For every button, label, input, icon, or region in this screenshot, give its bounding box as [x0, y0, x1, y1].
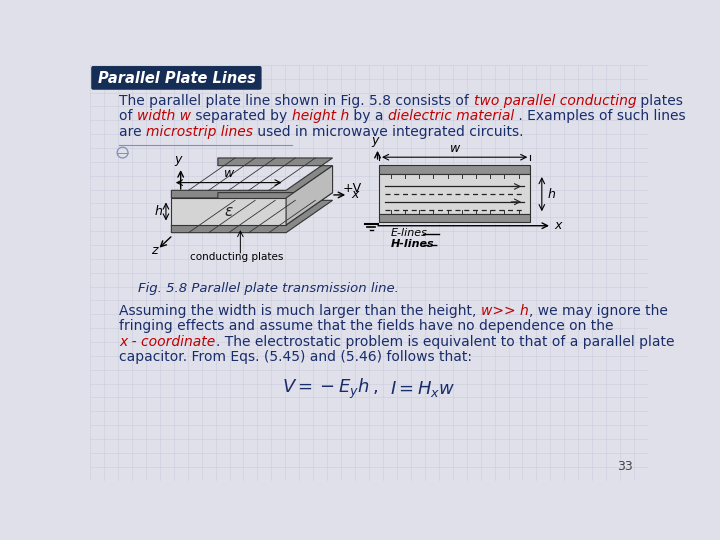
FancyBboxPatch shape [92, 67, 261, 89]
Text: two parallel conducting: two parallel conducting [474, 94, 636, 108]
Polygon shape [171, 193, 333, 233]
Bar [379, 165, 530, 174]
Text: are: are [120, 125, 146, 139]
Text: 33: 33 [617, 460, 632, 473]
Text: capacitor. From Eqs. (5.45) and (5.46) follows that:: capacitor. From Eqs. (5.45) and (5.46) f… [120, 350, 472, 365]
Text: The parallel plate line shown in Fig. 5.8 consists of: The parallel plate line shown in Fig. 5.… [120, 94, 474, 108]
Text: width w: width w [138, 109, 192, 123]
Text: plates: plates [636, 94, 683, 108]
Text: conducting plates: conducting plates [190, 252, 283, 261]
Bar [379, 174, 530, 214]
Text: H-lines: H-lines [391, 239, 434, 248]
Text: $\epsilon$: $\epsilon$ [224, 204, 233, 219]
Text: dielectric material: dielectric material [388, 109, 514, 123]
Text: Fig. 5.8 Parallel plate transmission line.: Fig. 5.8 Parallel plate transmission lin… [138, 281, 399, 295]
Text: y: y [372, 134, 379, 147]
Text: y: y [175, 153, 182, 166]
Text: $V = -E_y h\,,$: $V = -E_y h\,,$ [282, 377, 378, 401]
Text: $I = H_x w$: $I = H_x w$ [390, 379, 456, 399]
Polygon shape [171, 158, 333, 198]
Text: height h: height h [292, 109, 349, 123]
Text: , we may ignore the: , we may ignore the [529, 304, 668, 318]
Text: Parallel Plate Lines: Parallel Plate Lines [98, 71, 256, 86]
Bar [379, 214, 530, 222]
Text: . Examples of such lines: . Examples of such lines [514, 109, 686, 123]
Polygon shape [171, 198, 286, 225]
Text: x - coordinate: x - coordinate [120, 335, 216, 349]
Text: Assuming the width is much larger than the height,: Assuming the width is much larger than t… [120, 304, 481, 318]
Text: x: x [554, 219, 562, 232]
Polygon shape [286, 166, 333, 225]
Text: x: x [351, 188, 359, 201]
Text: used in microwave integrated circuits.: used in microwave integrated circuits. [253, 125, 524, 139]
Text: h: h [547, 188, 555, 201]
Text: . The electrostatic problem is equivalent to that of a parallel plate: . The electrostatic problem is equivalen… [216, 335, 674, 349]
Text: w>> h: w>> h [481, 304, 529, 318]
Text: separated by: separated by [192, 109, 292, 123]
Text: h: h [155, 205, 163, 218]
Text: +V: +V [343, 181, 362, 194]
Text: by a: by a [349, 109, 388, 123]
Text: E-lines: E-lines [391, 228, 428, 238]
Bar [379, 174, 530, 214]
Text: z: z [151, 244, 158, 257]
Text: fringing effects and assume that the fields have no dependence on the: fringing effects and assume that the fie… [120, 320, 614, 334]
Text: of: of [120, 109, 138, 123]
Text: w: w [449, 142, 460, 155]
Text: microstrip lines: microstrip lines [146, 125, 253, 139]
Text: w: w [224, 167, 234, 180]
